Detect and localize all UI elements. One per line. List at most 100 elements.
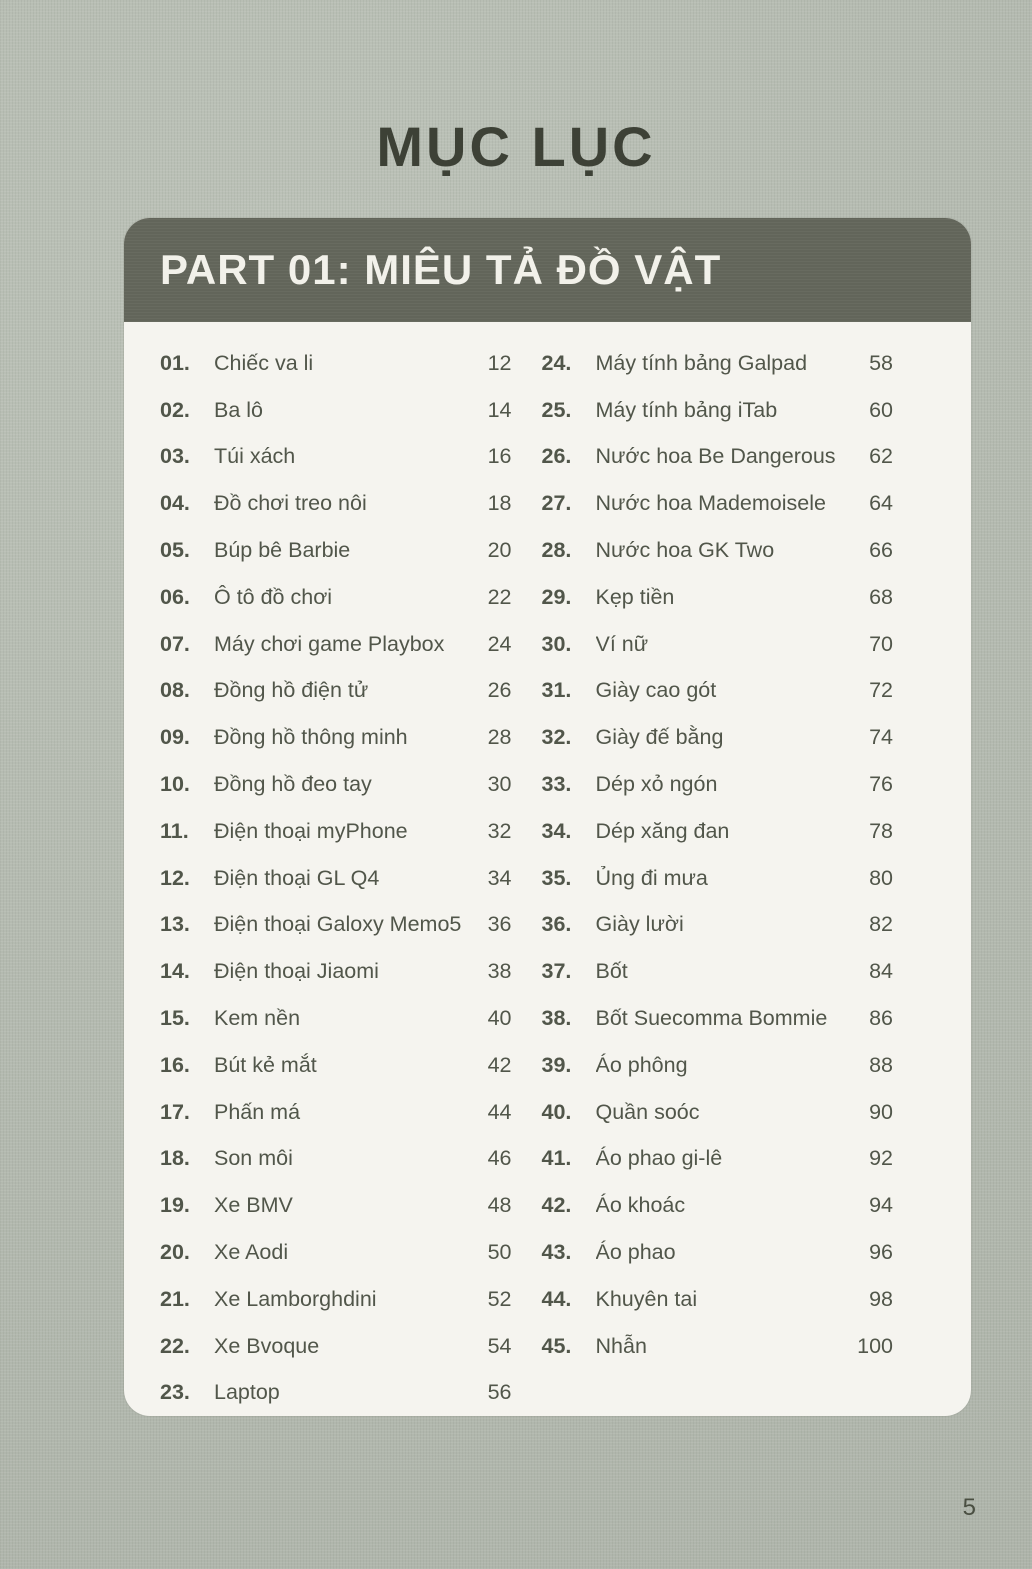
- toc-entry: 24. Máy tính bảng Galpad 58: [542, 340, 894, 387]
- toc-entry: 31. Giày cao gót 72: [542, 668, 894, 715]
- toc-entry: 07. Máy chơi game Playbox 24: [160, 621, 512, 668]
- entry-number: 22.: [160, 1333, 190, 1358]
- toc-entry: 38. Bốt Suecomma Bommie 86: [542, 995, 894, 1042]
- toc-entry: 17. Phấn má 44: [160, 1089, 512, 1136]
- entry-title: Nước hoa Mademoisele: [595, 491, 826, 516]
- entry-title: Ủng đi mưa: [595, 865, 708, 890]
- entry-title: Đồng hồ đeo tay: [214, 772, 372, 797]
- entry-number: 40.: [541, 1099, 572, 1124]
- entry-title: Búp bê Barbie: [214, 538, 351, 563]
- entry-page: 84: [869, 959, 893, 984]
- entry-title: Xe Aodi: [214, 1240, 289, 1265]
- part-header: PART 01: MIÊU TẢ ĐỒ VẬT: [124, 218, 971, 322]
- entry-number: 07.: [160, 631, 190, 656]
- entry-page: 18: [487, 491, 512, 516]
- toc-entry: 41. Áo phao gi-lê 92: [542, 1136, 894, 1183]
- entry-title: Giày lười: [595, 912, 684, 937]
- entry-page: 38: [487, 959, 512, 984]
- toc-entry: 08. Đồng hồ điện tử 26: [160, 668, 512, 715]
- toc-entry: 34. Dép xăng đan 78: [542, 808, 894, 855]
- entry-title: Giày đế bằng: [595, 725, 724, 750]
- entry-title: Bút kẻ mắt: [214, 1052, 317, 1077]
- entry-title: Khuyên tai: [595, 1286, 698, 1311]
- entry-title: Điện thoại GL Q4: [214, 865, 380, 890]
- entry-number: 06.: [160, 584, 190, 609]
- entry-title: Bốt: [595, 959, 628, 984]
- entry-title: Đồng hồ thông minh: [214, 725, 408, 750]
- entry-page: 42: [487, 1052, 512, 1077]
- toc-entry: 23. Laptop 56: [160, 1370, 512, 1417]
- entry-page: 52: [487, 1286, 512, 1311]
- entry-page: 26: [487, 678, 512, 703]
- entry-title: Nhẫn: [595, 1333, 647, 1358]
- entry-page: 86: [869, 1006, 893, 1031]
- entry-number: 18.: [160, 1146, 190, 1171]
- toc-entry: 03. Túi xách 16: [160, 434, 512, 481]
- entry-page: 74: [869, 725, 893, 750]
- entry-number: 17.: [160, 1099, 190, 1124]
- toc-entry: 09. Đồng hồ thông minh 28: [160, 714, 512, 761]
- entry-number: 45.: [541, 1333, 572, 1358]
- toc-entry: 44. Khuyên tai 98: [542, 1276, 894, 1323]
- entry-page: 12: [487, 350, 512, 375]
- entry-title: Túi xách: [214, 444, 296, 469]
- toc-entry: 27. Nước hoa Mademoisele 64: [542, 480, 894, 527]
- entry-title: Phấn má: [214, 1099, 301, 1124]
- entry-number: 30.: [541, 631, 572, 656]
- entry-page: 54: [487, 1333, 512, 1358]
- entry-page: 68: [869, 584, 893, 609]
- entry-title: Máy tính bảng Galpad: [595, 350, 808, 375]
- entry-page: 94: [869, 1193, 893, 1218]
- entry-title: Ví nữ: [595, 631, 649, 656]
- entry-page: 92: [869, 1146, 893, 1171]
- entry-title: Điện thoại Jiaomi: [214, 959, 379, 984]
- entry-number: 09.: [160, 725, 190, 750]
- toc-entry: 13. Điện thoại Galoxy Memo5 36: [160, 902, 512, 949]
- entry-number: 15.: [160, 1006, 190, 1031]
- entry-page: 82: [869, 912, 893, 937]
- entry-title: Máy tính bảng iTab: [595, 397, 778, 422]
- entry-number: 36.: [541, 912, 572, 937]
- toc-entry: 16. Bút kẻ mắt 42: [160, 1042, 512, 1089]
- entry-page: 30: [487, 772, 512, 797]
- page-title: MỤC LỤC: [376, 115, 656, 178]
- entry-page: 96: [869, 1240, 893, 1265]
- toc-column-right: 24. Máy tính bảng Galpad 58 25. Máy tính bản…: [542, 340, 894, 1416]
- entry-number: 10.: [160, 772, 190, 797]
- entry-title: Điện thoại Galoxy Memo5: [214, 912, 462, 937]
- entry-page: 98: [869, 1286, 893, 1311]
- entry-page: 90: [869, 1099, 893, 1124]
- entry-number: 14.: [160, 959, 190, 984]
- entry-title: Áo phao gi-lê: [595, 1146, 723, 1171]
- entry-title: Ba lô: [214, 397, 264, 422]
- entry-number: 24.: [541, 350, 572, 375]
- folio-page-number: 5: [962, 1494, 976, 1521]
- entry-number: 25.: [541, 397, 572, 422]
- entry-number: 20.: [160, 1240, 190, 1265]
- toc-entry: 20. Xe Aodi 50: [160, 1229, 512, 1276]
- toc-entry: 39. Áo phông 88: [542, 1042, 894, 1089]
- entry-number: 37.: [541, 959, 572, 984]
- entry-page: 50: [487, 1240, 512, 1265]
- entry-title: Áo khoác: [595, 1193, 686, 1218]
- entry-title: Áo phao: [595, 1240, 676, 1265]
- entry-page: 32: [487, 818, 512, 843]
- toc-entry: 45. Nhẫn 100: [542, 1323, 894, 1370]
- entry-page: 24: [487, 631, 512, 656]
- entry-title: Nước hoa Be Dangerous: [595, 444, 836, 469]
- entry-number: 01.: [160, 350, 190, 375]
- toc-entry: 36. Giày lười 82: [542, 902, 894, 949]
- entry-number: 27.: [541, 491, 572, 516]
- entry-title: Bốt Suecomma Bommie: [595, 1006, 828, 1031]
- entry-number: 04.: [160, 491, 190, 516]
- toc-entry: 32. Giày đế bằng 74: [542, 714, 894, 761]
- toc-entry: 21. Xe Lamborghdini 52: [160, 1276, 512, 1323]
- entry-number: 34.: [541, 818, 572, 843]
- entry-title: Máy chơi game Playbox: [214, 631, 445, 656]
- toc-entry: 42. Áo khoác 94: [542, 1182, 894, 1229]
- entry-title: Xe Lamborghdini: [214, 1286, 377, 1311]
- toc-card: PART 01: MIÊU TẢ ĐỒ VẬT 01. Chiếc va li 12…: [124, 218, 971, 1416]
- entry-title: Kẹp tiền: [595, 584, 675, 609]
- toc-entry: 05. Búp bê Barbie 20: [160, 527, 512, 574]
- entry-number: 39.: [541, 1052, 572, 1077]
